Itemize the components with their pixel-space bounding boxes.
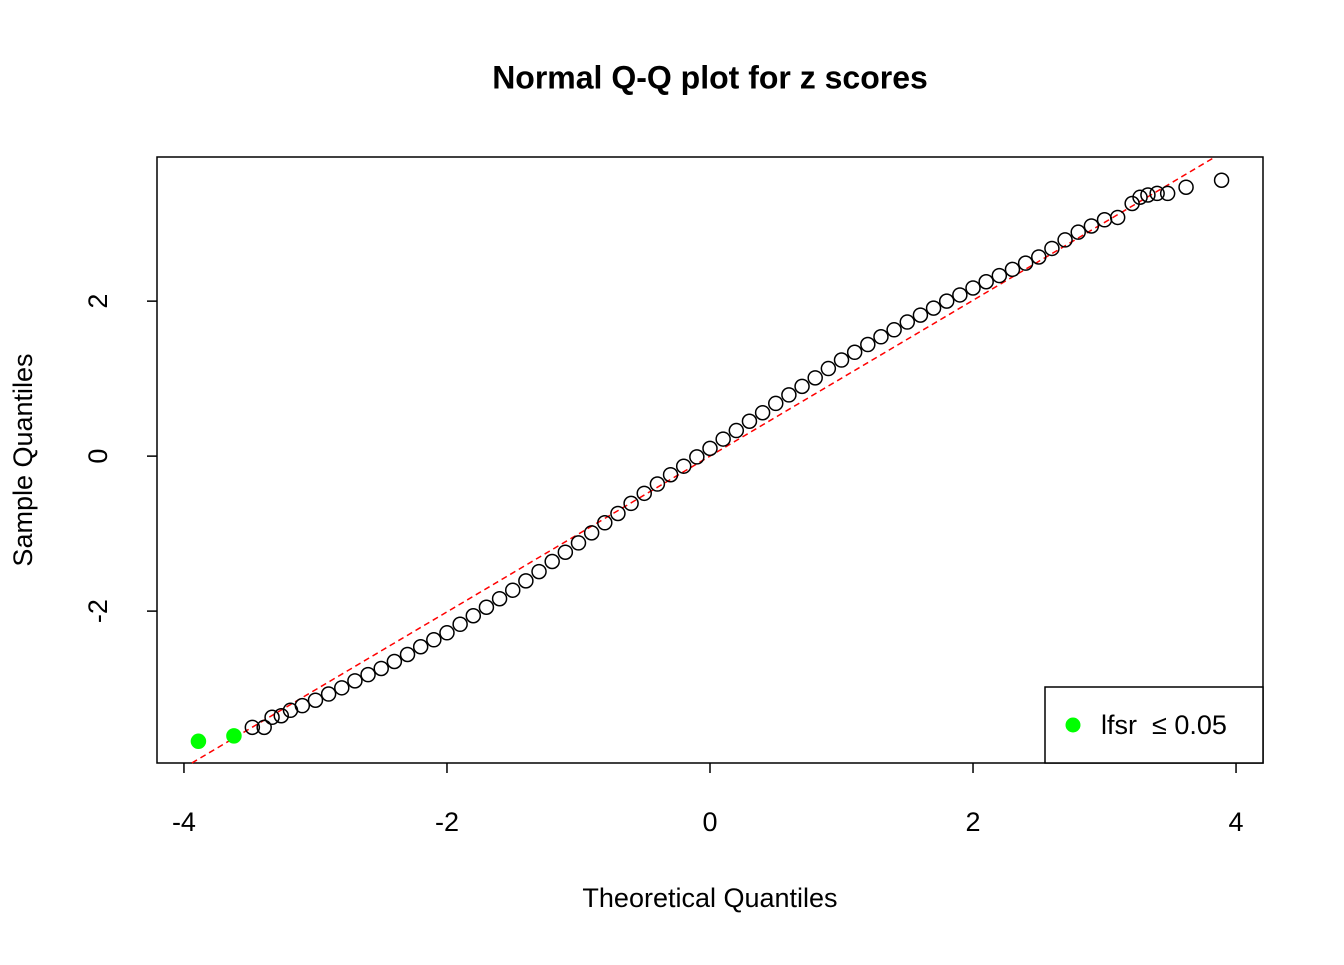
- point: [991, 267, 1008, 284]
- point: [452, 616, 468, 633]
- x-tick-label: 0: [702, 807, 717, 837]
- x-tick-label: -4: [172, 807, 196, 837]
- point: [1159, 185, 1176, 202]
- point: [426, 632, 442, 648]
- point: [873, 329, 889, 345]
- point: [754, 404, 771, 421]
- point: [1109, 209, 1126, 226]
- point: [544, 553, 560, 570]
- x-tick-label: 2: [966, 807, 981, 837]
- point: [273, 707, 290, 724]
- point: [190, 733, 207, 750]
- point: [912, 307, 929, 323]
- point: [256, 719, 272, 736]
- point: [952, 287, 968, 303]
- point: [334, 680, 350, 696]
- point: [1070, 224, 1086, 240]
- point: [978, 274, 994, 290]
- point: [1057, 232, 1073, 248]
- chart-title: Normal Q-Q plot for z scores: [492, 59, 928, 95]
- x-tick-label: -2: [435, 807, 459, 837]
- legend-marker: [1065, 717, 1081, 733]
- point: [1083, 218, 1100, 234]
- point: [478, 599, 495, 615]
- point: [1031, 249, 1047, 265]
- point: [1017, 255, 1034, 271]
- point: [846, 344, 863, 361]
- point: [675, 458, 692, 474]
- point: [925, 300, 942, 316]
- y-tick-label: 2: [83, 294, 113, 309]
- point: [781, 387, 797, 403]
- point: [833, 352, 850, 368]
- point: [360, 666, 376, 683]
- point: [1132, 189, 1148, 206]
- point: [307, 692, 324, 708]
- point: [610, 505, 626, 522]
- point: [439, 625, 455, 641]
- point: [531, 563, 547, 580]
- legend-label: lfsr ≤ 0.05: [1101, 710, 1227, 740]
- point: [702, 440, 718, 457]
- point: [623, 495, 639, 512]
- point: [794, 378, 810, 395]
- point: [1149, 185, 1165, 202]
- point: [636, 485, 652, 502]
- point: [597, 515, 613, 531]
- point: [412, 639, 429, 655]
- point: [807, 370, 823, 386]
- legend-box: [1044, 686, 1264, 764]
- point: [938, 293, 955, 309]
- plot-frame: [156, 156, 1264, 764]
- point: [557, 544, 574, 560]
- point: [662, 466, 679, 483]
- point: [1178, 179, 1194, 195]
- point: [518, 573, 534, 589]
- point: [768, 395, 784, 412]
- point: [294, 697, 311, 714]
- point: [820, 360, 837, 377]
- point: [570, 535, 587, 551]
- point: [965, 280, 981, 296]
- point: [899, 314, 916, 330]
- point: [1213, 172, 1230, 188]
- point: [886, 322, 902, 338]
- point: [264, 709, 280, 726]
- point: [1140, 187, 1156, 203]
- point: [728, 422, 745, 439]
- point: [715, 431, 731, 447]
- point: [320, 686, 337, 702]
- y-tick-label: -2: [83, 599, 113, 623]
- point: [689, 449, 705, 465]
- point: [1004, 261, 1021, 278]
- point: [386, 653, 403, 670]
- x-axis-label: Theoretical Quantiles: [582, 883, 837, 913]
- x-tick-label: 4: [1229, 807, 1244, 837]
- point: [504, 582, 521, 598]
- point: [1096, 212, 1113, 228]
- point: [583, 525, 600, 541]
- y-tick-label: 0: [83, 449, 113, 464]
- point: [1044, 240, 1060, 257]
- point: [347, 673, 363, 689]
- point: [373, 660, 389, 677]
- point: [399, 646, 416, 663]
- point: [649, 476, 666, 492]
- y-axis-label: Sample Quantiles: [8, 353, 38, 566]
- point: [741, 413, 758, 430]
- point: [860, 336, 876, 353]
- point: [491, 590, 508, 607]
- point: [226, 728, 242, 744]
- point: [244, 719, 261, 736]
- point: [465, 608, 482, 624]
